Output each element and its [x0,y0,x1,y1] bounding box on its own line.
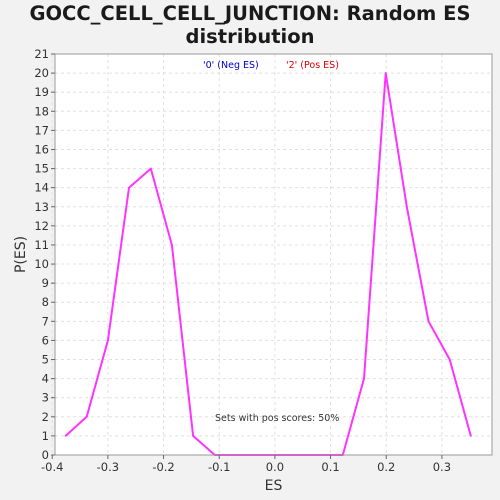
y-tick-label: 19 [34,85,49,99]
y-tick-label: 9 [42,276,49,290]
annotation-text: Sets with pos scores: 50% [215,413,339,424]
y-tick-label: 1 [42,429,49,443]
data-point [64,435,67,437]
y-tick-label: 20 [34,66,49,80]
plot-border [54,53,493,456]
x-tick-label: -0.3 [97,460,119,474]
y-axis-label: P(ES) [13,236,29,273]
gridlines [51,53,492,456]
data-point [384,72,387,74]
y-tick-label: 10 [34,257,49,271]
y-tick-label: 0 [42,448,49,462]
x-axis: -0.4 -0.3 -0.2 -0.1 0.0 0.1 0.2 0.3 [41,455,451,474]
y-tick-label: 15 [34,162,49,176]
chart-title: GOCC_CELL_CELL_JUNCTION: Random ES distr… [0,2,500,48]
data-point [448,358,451,361]
x-tick-label: -0.2 [152,460,174,474]
y-tick-label: 3 [42,391,49,405]
data-point [427,320,430,323]
y-tick-label: 14 [34,181,49,195]
data-point [85,415,88,418]
y-tick-label: 8 [42,295,49,309]
plot-area [55,54,492,455]
chart-title-line-2: distribution [185,25,315,48]
data-point [128,186,130,189]
data-point [171,244,173,246]
x-tick-label: -0.4 [41,460,63,474]
x-tick-label: 0.0 [266,460,284,474]
y-tick-label: 4 [42,372,49,386]
data-point [469,435,472,437]
x-tick-label: 0.1 [321,460,339,474]
x-tick-label: -0.1 [208,460,230,474]
y-tick-label: 16 [34,142,49,156]
x-tick-label: 0.2 [377,460,395,474]
legend-item-neg-es: '0' (Neg ES) [203,60,259,71]
y-tick-label: 11 [34,238,49,252]
y-tick-label: 2 [42,410,49,424]
data-point [405,205,408,208]
y-tick-label: 17 [34,123,49,137]
data-point [106,339,109,342]
y-tick-label: 18 [34,104,49,118]
data-point [363,377,365,380]
chart-title-line-1: GOCC_CELL_CELL_JUNCTION: Random ES [29,2,471,25]
y-tick-label: 5 [42,353,49,367]
y-tick-label: 12 [34,219,49,233]
y-tick-label: 6 [42,333,49,347]
legend-item-pos-es: '2' (Pos ES) [286,60,339,71]
x-axis-label: ES [265,478,283,494]
x-tick-label: 0.3 [433,460,451,474]
data-point [149,167,152,170]
data-point [192,435,194,437]
y-tick-label: 13 [34,200,49,214]
y-tick-label: 21 [34,47,49,61]
y-tick-label: 7 [42,314,49,328]
